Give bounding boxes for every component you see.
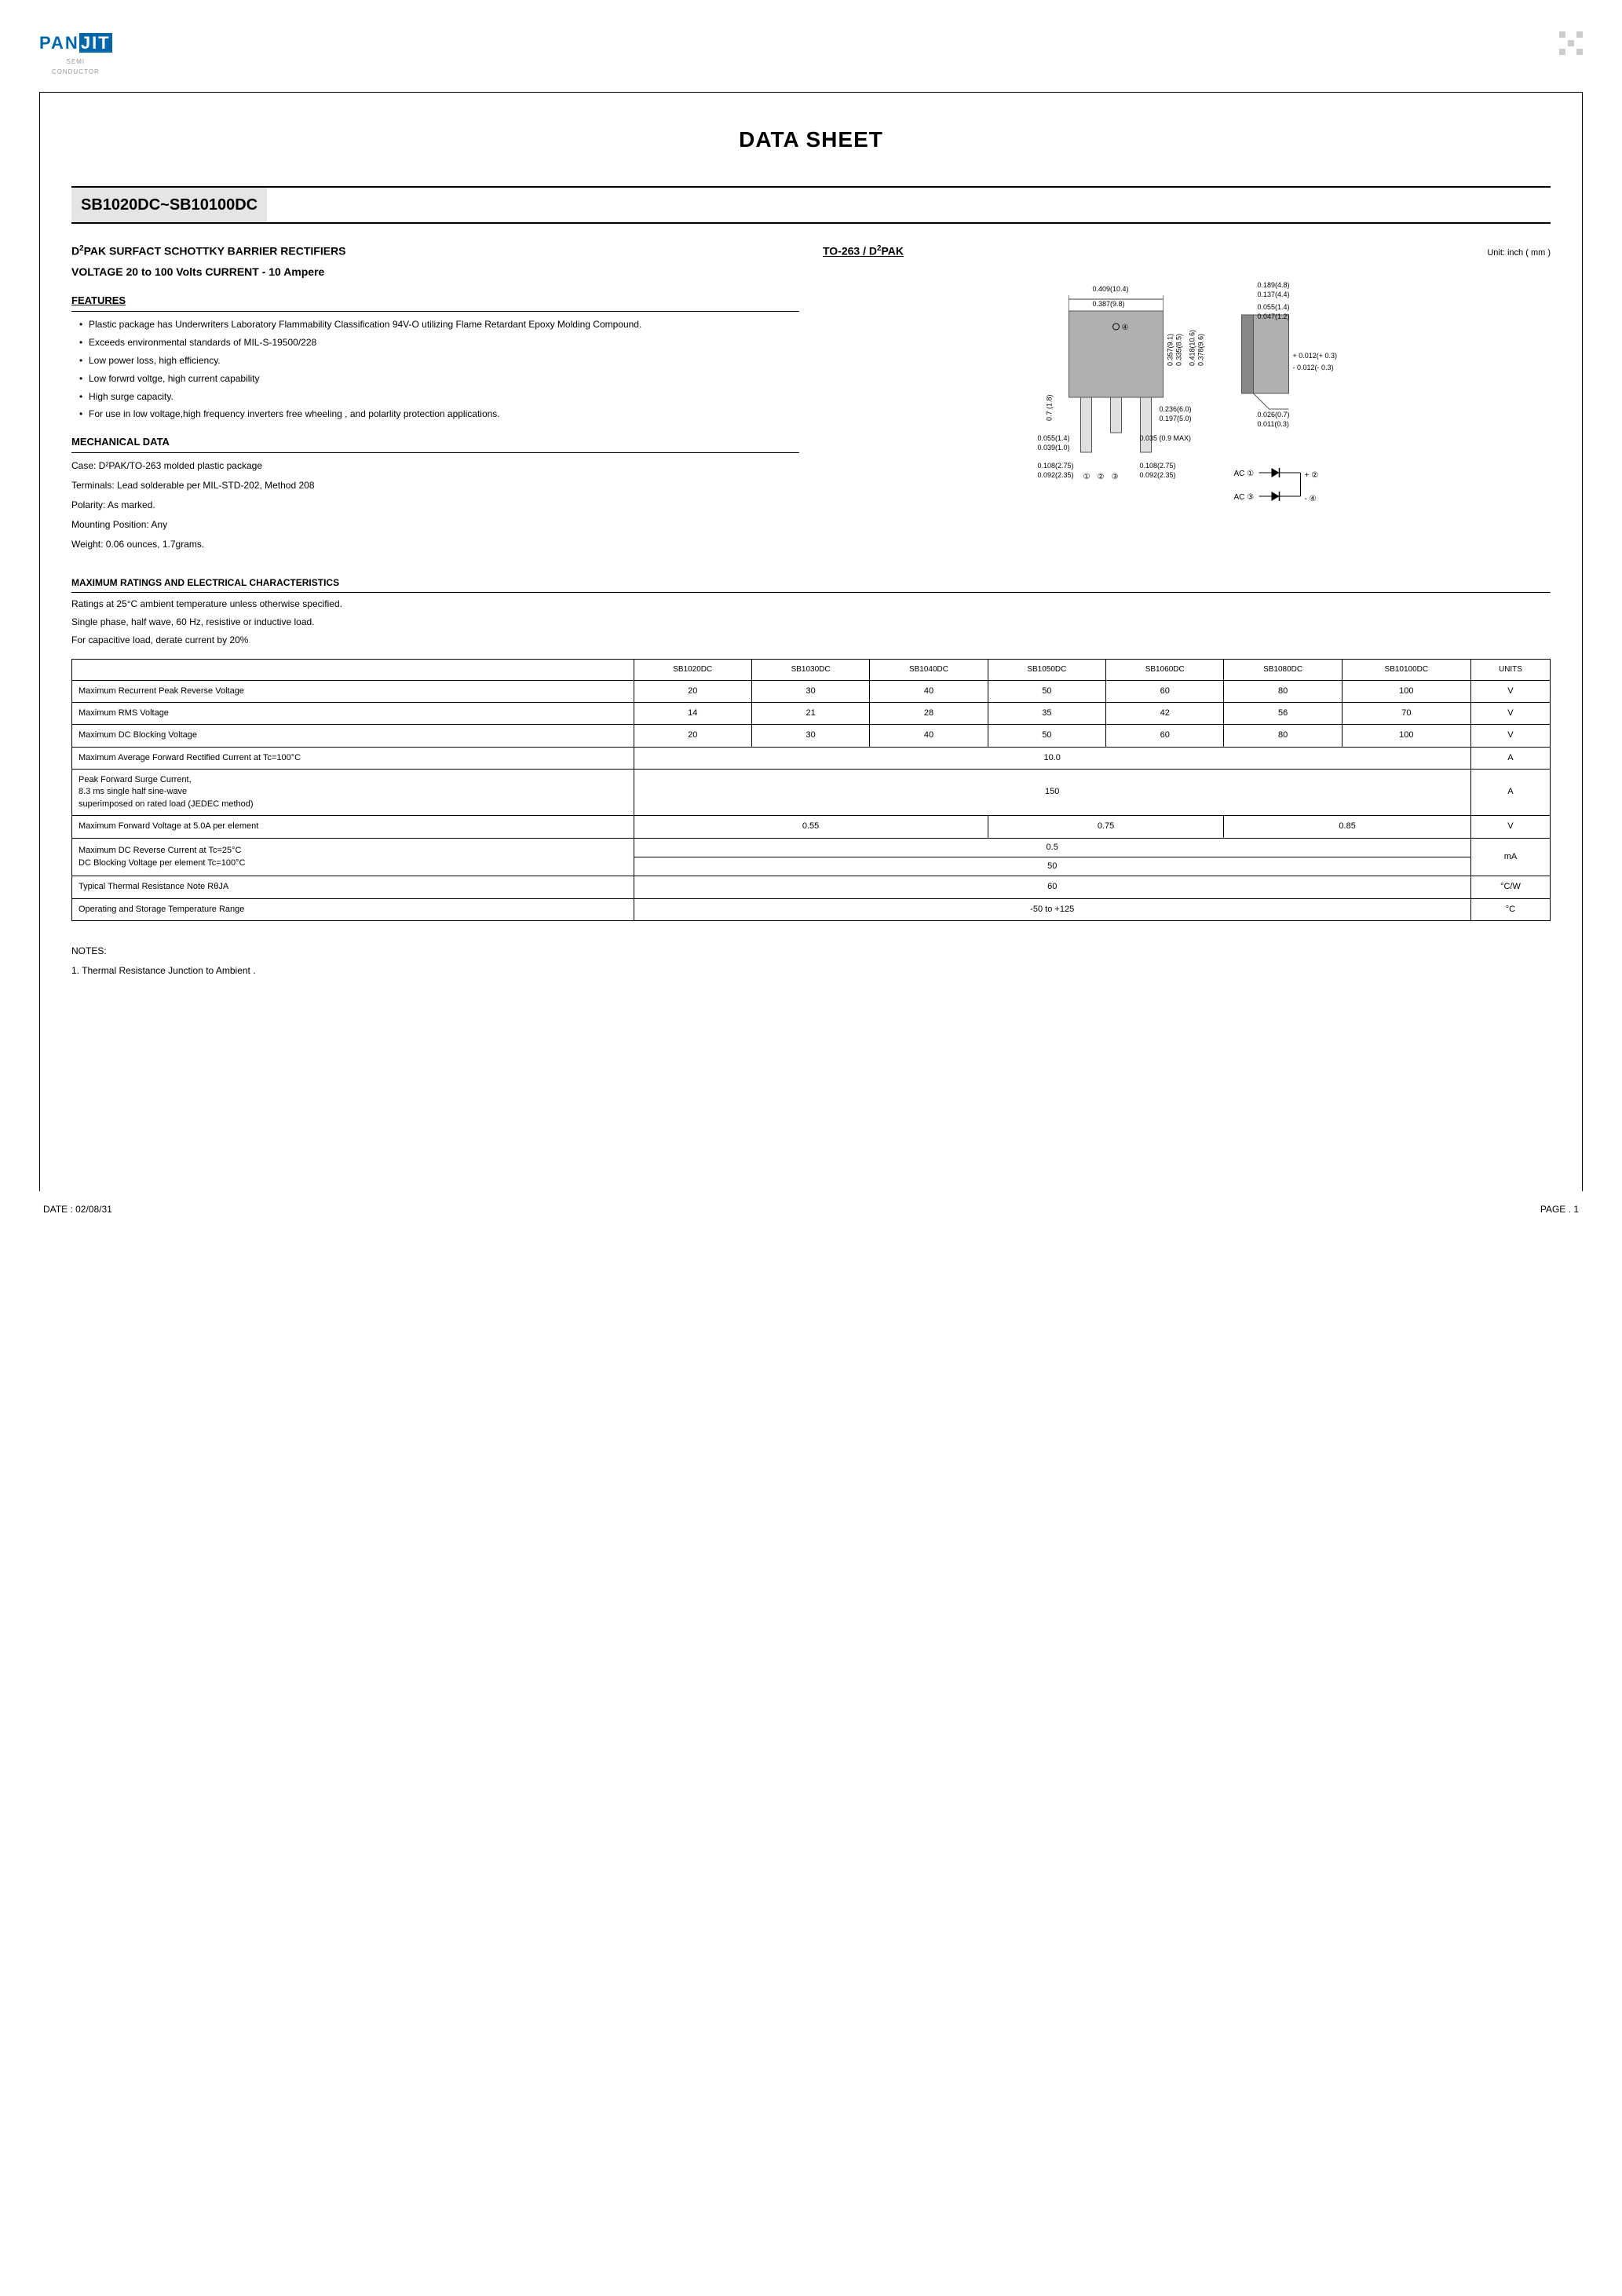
table-row: Maximum DC Blocking Voltage 20 30 40 50 … (72, 725, 1551, 747)
param-label: Typical Thermal Resistance Note RθJA (72, 876, 634, 898)
svg-text:0.055(1.4): 0.055(1.4) (1038, 434, 1070, 442)
logo-right: JIT (79, 33, 112, 53)
feature-item: Low forwrd voltge, high current capabili… (79, 372, 799, 386)
svg-text:0.047(1.2): 0.047(1.2) (1258, 313, 1290, 320)
svg-text:- 0.012(- 0.3): - 0.012(- 0.3) (1293, 364, 1334, 371)
svg-text:0.108(2.75): 0.108(2.75) (1140, 462, 1176, 470)
ratings-conditions: Ratings at 25°C ambient temperature unle… (71, 598, 1551, 646)
features-list: Plastic package has Underwriters Laborat… (71, 318, 799, 421)
svg-text:0.092(2.35): 0.092(2.35) (1140, 471, 1176, 479)
ratings-note: Ratings at 25°C ambient temperature unle… (71, 598, 1551, 611)
features-header: FEATURES (71, 294, 799, 312)
param-label: Maximum DC Reverse Current at Tc=25°C DC… (72, 838, 634, 876)
feature-item: Low power loss, high efficiency. (79, 354, 799, 367)
col-units: UNITS (1470, 659, 1550, 680)
table-header-row: SB1020DC SB1030DC SB1040DC SB1050DC SB10… (72, 659, 1551, 680)
note-item: 1. Thermal Resistance Junction to Ambien… (71, 964, 1551, 978)
param-label: Maximum Recurrent Peak Reverse Voltage (72, 680, 634, 702)
col-header: SB10100DC (1342, 659, 1470, 680)
svg-text:④: ④ (1122, 324, 1129, 332)
product-subtitle-1: D2PAK SURFACT SCHOTTKY BARRIER RECTIFIER… (71, 243, 799, 259)
svg-text:AC ①: AC ① (1234, 470, 1255, 478)
svg-text:0.055(1.4): 0.055(1.4) (1258, 303, 1290, 311)
svg-text:0.137(4.4): 0.137(4.4) (1258, 291, 1290, 298)
svg-text:0.092(2.35): 0.092(2.35) (1038, 471, 1074, 479)
svg-text:0.197(5.0): 0.197(5.0) (1160, 415, 1192, 422)
table-row: Maximum RMS Voltage 14 21 28 35 42 56 70… (72, 702, 1551, 724)
part-number-title: SB1020DC~SB10100DC (71, 188, 267, 222)
svg-text:0.011(0.3): 0.011(0.3) (1258, 420, 1289, 428)
svg-text:+ ②: + ② (1305, 471, 1319, 480)
notes-header: NOTES: (71, 945, 1551, 958)
feature-item: Exceeds environmental standards of MIL-S… (79, 336, 799, 349)
svg-text:+ 0.012(+ 0.3): + 0.012(+ 0.3) (1293, 352, 1338, 360)
svg-text:①: ① (1083, 473, 1090, 481)
logo-sub1: SEMI (39, 57, 112, 66)
ratings-header: MAXIMUM RATINGS AND ELECTRICAL CHARACTER… (71, 576, 1551, 593)
svg-text:0.7 (1.8): 0.7 (1.8) (1046, 394, 1054, 421)
document-title: DATA SHEET (71, 124, 1551, 155)
param-label: Maximum Forward Voltage at 5.0A per elem… (72, 816, 634, 838)
mechanical-header: MECHANICAL DATA (71, 435, 799, 453)
svg-text:- ④: - ④ (1305, 495, 1317, 503)
param-label: Peak Forward Surge Current, 8.3 ms singl… (72, 770, 634, 816)
svg-text:0.035 (0.9 MAX): 0.035 (0.9 MAX) (1140, 434, 1192, 442)
svg-text:0.236(6.0): 0.236(6.0) (1160, 405, 1192, 413)
footer-date: DATE : 02/08/31 (43, 1203, 112, 1216)
table-row: Peak Forward Surge Current, 8.3 ms singl… (72, 770, 1551, 816)
col-header: SB1080DC (1224, 659, 1342, 680)
col-header: SB1040DC (870, 659, 988, 680)
table-row: Maximum Recurrent Peak Reverse Voltage 2… (72, 680, 1551, 702)
ratings-table: SB1020DC SB1030DC SB1040DC SB1050DC SB10… (71, 659, 1551, 922)
col-header: SB1020DC (634, 659, 751, 680)
logo-left: PAN (39, 33, 79, 53)
mech-item: Polarity: As marked. (71, 499, 799, 512)
mech-item: Weight: 0.06 ounces, 1.7grams. (71, 538, 799, 551)
svg-text:AC ③: AC ③ (1234, 493, 1255, 502)
param-label: Maximum DC Blocking Voltage (72, 725, 634, 747)
ratings-note: Single phase, half wave, 60 Hz, resistiv… (71, 616, 1551, 629)
feature-item: Plastic package has Underwriters Laborat… (79, 318, 799, 331)
svg-text:0.409(10.4): 0.409(10.4) (1093, 285, 1129, 293)
param-label: Operating and Storage Temperature Range (72, 898, 634, 920)
package-title: TO-263 / D2PAK (823, 243, 904, 259)
svg-text:0.189(4.8): 0.189(4.8) (1258, 281, 1290, 289)
svg-text:0.418(10.6): 0.418(10.6) (1189, 330, 1196, 366)
col-header: SB1030DC (751, 659, 869, 680)
svg-text:0.387(9.8): 0.387(9.8) (1093, 300, 1125, 308)
feature-item: High surge capacity. (79, 390, 799, 404)
table-row: Maximum Average Forward Rectified Curren… (72, 747, 1551, 769)
svg-text:②: ② (1098, 473, 1105, 481)
table-row: Typical Thermal Resistance Note RθJA 60 … (72, 876, 1551, 898)
notes-section: NOTES: 1. Thermal Resistance Junction to… (71, 945, 1551, 978)
svg-text:0.026(0.7): 0.026(0.7) (1258, 411, 1290, 419)
svg-text:0.378(9.6): 0.378(9.6) (1197, 334, 1205, 366)
mech-item: Mounting Position: Any (71, 518, 799, 532)
feature-item: For use in low voltage,high frequency in… (79, 408, 799, 421)
mech-item: Terminals: Lead solderable per MIL-STD-2… (71, 479, 799, 492)
logo: PANJIT SEMI CONDUCTOR (39, 31, 112, 76)
table-row: Operating and Storage Temperature Range … (72, 898, 1551, 920)
svg-text:0.357(9.1): 0.357(9.1) (1167, 334, 1174, 366)
deco-icon (1559, 31, 1583, 55)
footer-page: PAGE . 1 (1540, 1203, 1579, 1216)
package-diagram: ④ 0.409(10.4) 0.387(9.8) 0.189(4.8) (823, 272, 1551, 523)
table-row: Maximum DC Reverse Current at Tc=25°C DC… (72, 838, 1551, 876)
svg-text:0.108(2.75): 0.108(2.75) (1038, 462, 1074, 470)
svg-text:0.335(8.5): 0.335(8.5) (1175, 334, 1183, 366)
svg-text:0.039(1.0): 0.039(1.0) (1038, 444, 1070, 452)
mech-item: Case: D²PAK/TO-263 molded plastic packag… (71, 459, 799, 473)
param-label: Maximum RMS Voltage (72, 702, 634, 724)
svg-text:③: ③ (1112, 473, 1119, 481)
table-row: Maximum Forward Voltage at 5.0A per elem… (72, 816, 1551, 838)
ratings-note: For capacitive load, derate current by 2… (71, 634, 1551, 647)
package-unit-label: Unit: inch ( mm ) (1487, 247, 1551, 259)
logo-sub2: CONDUCTOR (39, 68, 112, 76)
col-header: SB1060DC (1106, 659, 1224, 680)
param-label: Maximum Average Forward Rectified Curren… (72, 747, 634, 769)
col-header: SB1050DC (988, 659, 1105, 680)
mechanical-data: Case: D²PAK/TO-263 molded plastic packag… (71, 459, 799, 550)
product-subtitle-2: VOLTAGE 20 to 100 Volts CURRENT - 10 Amp… (71, 265, 799, 280)
